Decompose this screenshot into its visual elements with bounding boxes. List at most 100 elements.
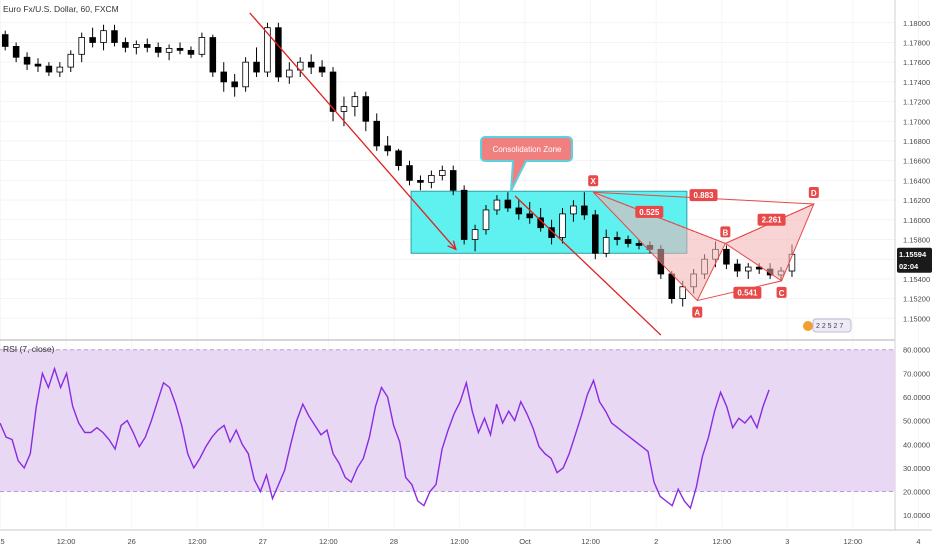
price-tick-label: 1.16000	[903, 216, 930, 225]
candle-body	[67, 53, 75, 68]
pattern-point-marker	[808, 187, 819, 199]
candle-body	[143, 44, 151, 48]
candle-body	[602, 237, 610, 254]
candle-body	[56, 66, 64, 73]
candle-body	[198, 37, 206, 55]
candle-body	[373, 120, 380, 147]
pattern-ratio-box	[635, 205, 664, 218]
candle-body	[559, 213, 566, 238]
rsi-band	[0, 349, 895, 492]
time-tick-label: 3	[785, 537, 789, 546]
candle-body	[428, 175, 435, 183]
symbol-title: Euro Fx/U.S. Dollar, 60, FXCM	[3, 4, 119, 14]
candle-body	[581, 205, 588, 216]
candle-body	[548, 227, 555, 238]
candle-body	[220, 71, 228, 83]
rsi-pane	[0, 349, 895, 510]
candle-body	[23, 56, 31, 65]
candle-body	[592, 214, 599, 254]
candle-body	[635, 243, 643, 246]
candle-body	[275, 27, 282, 78]
candle-body	[482, 209, 490, 231]
current-price-tag: 1.15594 02:04	[897, 247, 932, 273]
candle-countdown-label: 02:04	[899, 262, 919, 271]
candle-body	[209, 37, 217, 73]
consolidation-callout[interactable]: Consolidation Zone	[480, 136, 573, 192]
price-tick-label: 1.16400	[903, 176, 930, 185]
time-tick-label: 27	[259, 537, 267, 546]
price-tick-label: 1.15800	[903, 235, 930, 244]
candle-body	[100, 30, 107, 43]
event-flag-icon	[803, 321, 813, 331]
rsi-tick-label: 10.0000	[903, 511, 930, 520]
price-candles	[1, 22, 796, 307]
time-tick-label: 4	[916, 537, 920, 546]
time-tick-label: 12:00	[843, 537, 862, 546]
candle-body	[122, 42, 129, 48]
current-price-tag-bg	[897, 247, 932, 273]
candle-body	[679, 286, 686, 299]
price-tick-label: 1.17000	[903, 117, 930, 126]
price-tick-label: 1.15000	[903, 314, 930, 323]
candle-body	[12, 46, 20, 58]
rsi-axis: 80.0000 70.0000 60.0000 50.0000 40.0000 30.00…	[903, 346, 930, 520]
time-tick-label: 25	[0, 537, 5, 546]
price-tick-label: 1.18000	[903, 19, 930, 28]
candle-body	[329, 71, 337, 112]
pattern-ratio-label: 0.883	[693, 191, 714, 200]
rsi-line	[0, 366, 770, 510]
candle-body	[417, 179, 424, 183]
candle-body	[154, 47, 162, 53]
rsi-tick-label: 30.0000	[903, 464, 930, 473]
trendline	[514, 195, 662, 336]
time-tick-label: 12:00	[450, 537, 469, 546]
price-axis: 1.18000 1.17800 1.17600 1.17400 1.17200 1.170…	[903, 19, 930, 324]
candle-body	[449, 170, 457, 191]
consolidation-callout-bubble	[480, 136, 573, 192]
price-tick-label: 1.16800	[903, 137, 930, 146]
event-badge-bg	[812, 318, 852, 333]
candle-body	[471, 229, 479, 240]
candle-body	[340, 106, 348, 112]
candle-body	[89, 37, 96, 43]
pattern-point-marker	[776, 286, 787, 298]
candle-body	[318, 66, 326, 73]
consolidation-callout-text: Consolidation Zone	[493, 145, 562, 154]
time-tick-label: 26	[127, 537, 135, 546]
time-tick-label: 2	[654, 537, 658, 546]
event-badge-text: 2 2 5 2 7	[816, 323, 843, 330]
pattern-point-marker	[588, 175, 599, 187]
candle-body	[723, 248, 730, 265]
candle-body	[253, 61, 260, 73]
time-tick-label: 12:00	[581, 537, 600, 546]
candle-body	[307, 61, 315, 68]
pattern-point-label: B	[722, 228, 728, 237]
candle-body	[111, 30, 118, 43]
pattern-point-marker	[692, 306, 703, 318]
candle-body	[406, 165, 413, 181]
trendlines-layer	[249, 12, 662, 336]
candle-body	[439, 170, 446, 176]
candle-body	[133, 44, 140, 48]
pattern-ratio-box	[733, 286, 762, 299]
pattern-point-marker	[720, 226, 731, 238]
rsi-title: RSI (7, close)	[3, 344, 55, 354]
pattern-point-label: A	[694, 309, 700, 318]
candle-body	[493, 199, 501, 211]
candle-body	[176, 47, 184, 51]
candle-body	[264, 27, 271, 73]
candle-body	[613, 237, 621, 240]
pattern-ratio-label: 0.525	[639, 208, 660, 217]
rsi-tick-label: 50.0000	[903, 417, 930, 426]
time-tick-label: 12:00	[57, 537, 76, 546]
candle-body	[515, 207, 523, 215]
candle-body	[460, 189, 468, 240]
time-tick-label: 12:00	[188, 537, 207, 546]
trendline	[249, 12, 457, 250]
candle-body	[395, 150, 402, 167]
pattern-ratio-box	[689, 189, 718, 202]
price-tick-label: 1.15400	[903, 275, 930, 284]
candle-body	[286, 69, 293, 78]
events-badge[interactable]: 2 2 5 2 7	[803, 318, 852, 333]
